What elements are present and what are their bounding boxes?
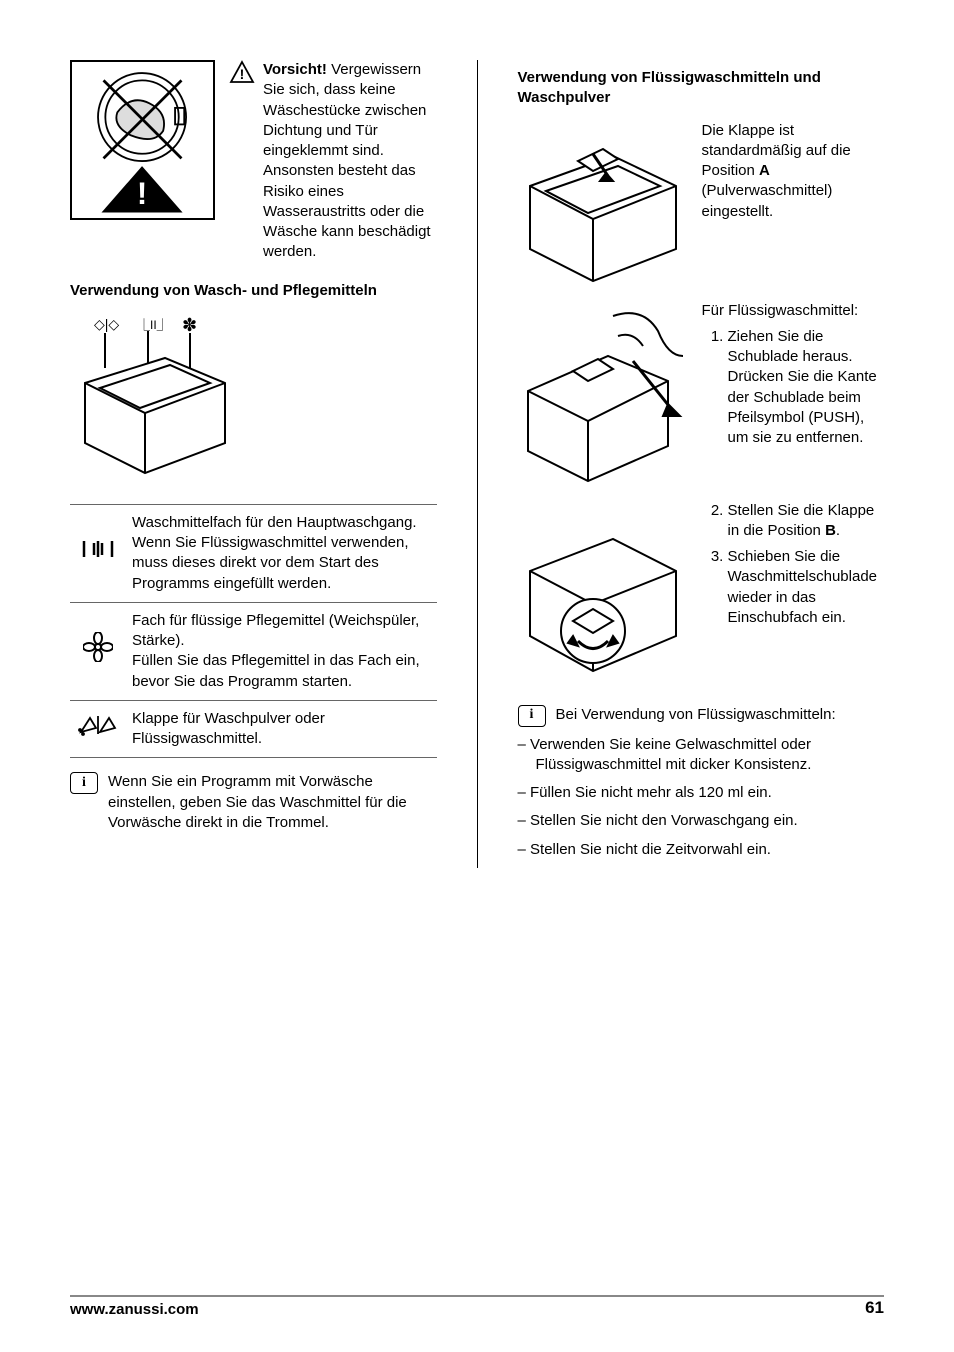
- bullet-item: Verwenden Sie keine Gelwaschmittel oder …: [518, 735, 885, 776]
- softener-icon: [70, 602, 126, 700]
- step-2: Stellen Sie die Klappe in die Position B…: [728, 501, 885, 542]
- steps-list-1: Ziehen Sie die Schublade heraus. Drücken…: [702, 327, 885, 449]
- compartment-table: Waschmittelfach für den Hauptwaschgang. …: [70, 504, 437, 759]
- right-column: Verwendung von Flüssigwaschmitteln und W…: [518, 60, 885, 868]
- steps-23-wrapper: Stellen Sie die Klappe in die Position B…: [702, 501, 885, 635]
- steps-1-wrapper: Für Flüssigwaschmittel: Ziehen Sie die S…: [702, 301, 885, 455]
- caution-paragraph: Vorsicht! Vergewissern Sie sich, dass ke…: [263, 60, 437, 263]
- svg-text:!: !: [137, 176, 147, 211]
- footer-website: www.zanussi.com: [70, 1300, 199, 1320]
- right-heading: Verwendung von Flüssigwaschmitteln und W…: [518, 68, 885, 109]
- main-wash-icon: [70, 504, 126, 602]
- info-text-left: Wenn Sie ein Programm mit Vorwäsche eins…: [108, 772, 437, 833]
- para1-post: (Pulverwaschmittel) eingestellt.: [702, 182, 833, 219]
- bullet-item: Stellen Sie nicht den Vorwaschgang ein.: [518, 811, 885, 831]
- info-text-right: Bei Verwendung von Flüssigwaschmitteln:: [556, 705, 836, 727]
- caution-block: ! ! Vorsicht! Vergewissern Sie sich, das…: [70, 60, 437, 263]
- drawer-illustration-r3: [518, 501, 688, 691]
- main-wash-text: Waschmittelfach für den Hauptwaschgang. …: [126, 504, 437, 602]
- para1-pre: Die Klappe ist standardmäßig auf die Pos…: [702, 122, 851, 180]
- table-row: Klappe für Waschpulver oder Flüssigwasch…: [70, 700, 437, 758]
- caution-label: Vorsicht!: [263, 61, 327, 78]
- two-column-layout: ! ! Vorsicht! Vergewissern Sie sich, das…: [70, 60, 884, 868]
- table-row: Fach für flüssige Pflegemittel (Weichspü…: [70, 602, 437, 700]
- left-column: ! ! Vorsicht! Vergewissern Sie sich, das…: [70, 60, 437, 868]
- bullet-item: Füllen Sie nicht mehr als 120 ml ein.: [518, 783, 885, 803]
- steps-list-2: Stellen Sie die Klappe in die Position B…: [702, 501, 885, 629]
- drawer-block-1: Die Klappe ist standardmäßig auf die Pos…: [518, 121, 885, 291]
- svg-text:◇|◇: ◇|◇: [94, 316, 119, 332]
- para1-bold: A: [759, 162, 770, 179]
- para2: Für Flüssigwaschmittel:: [702, 301, 885, 321]
- info-icon: i: [518, 705, 546, 727]
- caution-text-wrapper: ! Vorsicht! Vergewissern Sie sich, dass …: [229, 60, 437, 263]
- drum-illustration: !: [70, 60, 215, 263]
- flap-icon: [70, 700, 126, 758]
- bullet-list: Verwenden Sie keine Gelwaschmittel oder …: [518, 735, 885, 860]
- drawer-illustration-r2: [518, 301, 688, 491]
- svg-text:✽: ✽: [182, 315, 197, 335]
- drawer-illustration-left: ◇|◇ ⎿II⏌ ✽: [70, 313, 437, 488]
- washing-drum-svg: !: [76, 66, 209, 214]
- svg-text:⎿II⏌: ⎿II⏌: [138, 317, 169, 332]
- column-divider: [477, 60, 478, 868]
- caution-body: Vergewissern Sie sich, dass keine Wäsche…: [263, 61, 431, 260]
- flap-text: Klappe für Waschpulver oder Flüssigwasch…: [126, 700, 437, 758]
- table-row: Waschmittelfach für den Hauptwaschgang. …: [70, 504, 437, 602]
- footer-page-number: 61: [865, 1297, 884, 1320]
- softener-text: Fach für flüssige Pflegemittel (Weichspü…: [126, 602, 437, 700]
- info-icon: i: [70, 772, 98, 794]
- drawer-illustration-r1: [518, 121, 688, 291]
- svg-text:!: !: [240, 66, 245, 82]
- para1-wrapper: Die Klappe ist standardmäßig auf die Pos…: [702, 121, 885, 291]
- info-note-left: i Wenn Sie ein Programm mit Vorwäsche ei…: [70, 772, 437, 833]
- bullet-item: Stellen Sie nicht die Zeitvorwahl ein.: [518, 840, 885, 860]
- drawer-block-2: Für Flüssigwaschmittel: Ziehen Sie die S…: [518, 301, 885, 491]
- step-1: Ziehen Sie die Schublade heraus. Drücken…: [728, 327, 885, 449]
- info-note-right: i Bei Verwendung von Flüssigwaschmitteln…: [518, 705, 885, 727]
- page-footer: www.zanussi.com 61: [70, 1295, 884, 1320]
- step-3: Schieben Sie die Waschmittelschublade wi…: [728, 547, 885, 628]
- drawer-block-3: Stellen Sie die Klappe in die Position B…: [518, 501, 885, 691]
- left-heading-detergent: Verwendung von Wasch- und Pflegemitteln: [70, 281, 437, 301]
- warning-triangle-icon: !: [229, 60, 255, 84]
